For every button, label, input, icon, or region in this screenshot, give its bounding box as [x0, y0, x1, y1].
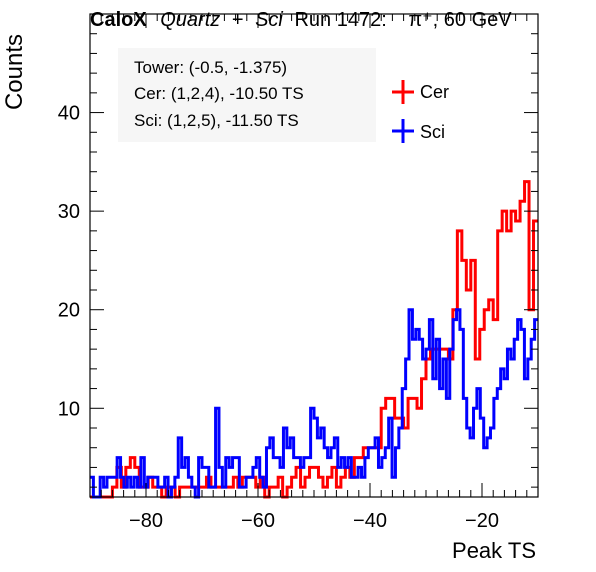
x-tick-label: −40: [353, 510, 387, 532]
y-tick-label: 20: [58, 300, 80, 322]
series-line-cer: [90, 180, 538, 499]
title-sample-a: Quartz: [160, 9, 220, 31]
legend: Cer Sci: [392, 80, 449, 143]
info-cer: Cer: (1,2,4), -10.50 TS: [134, 84, 304, 103]
legend-marker-sci: [392, 119, 414, 143]
x-tick-label: −80: [129, 510, 163, 532]
x-tick-label: −20: [465, 510, 499, 532]
info-box: [118, 48, 376, 142]
y-tick-label: 10: [58, 398, 80, 420]
x-axis-label: Peak TS: [452, 538, 536, 563]
chart-title: CaloX Quartz + Sci Run 1472: π⁺, 60 GeV: [90, 9, 512, 31]
series-line-sci: [90, 308, 538, 499]
legend-marker-cer: [392, 80, 414, 104]
title-particle: π⁺, 60 GeV: [408, 9, 512, 31]
title-plus: +: [232, 9, 244, 31]
y-axis-label: Counts: [1, 34, 28, 110]
legend-label-sci: Sci: [420, 122, 445, 142]
title-brand: CaloX: [90, 9, 147, 31]
legend-label-cer: Cer: [420, 82, 449, 102]
title-run: Run 1472:: [294, 9, 386, 31]
axes-layer: −80 −60 −40 −20 10 20 30 40: [58, 13, 539, 532]
y-tick-label: 30: [58, 201, 80, 223]
y-tick-label: 40: [58, 103, 80, 125]
series-layer: [90, 180, 538, 499]
info-sci: Sci: (1,2,5), -11.50 TS: [134, 111, 299, 130]
x-tick-label: −60: [241, 510, 275, 532]
info-tower: Tower: (-0.5, -1.375): [134, 58, 287, 77]
